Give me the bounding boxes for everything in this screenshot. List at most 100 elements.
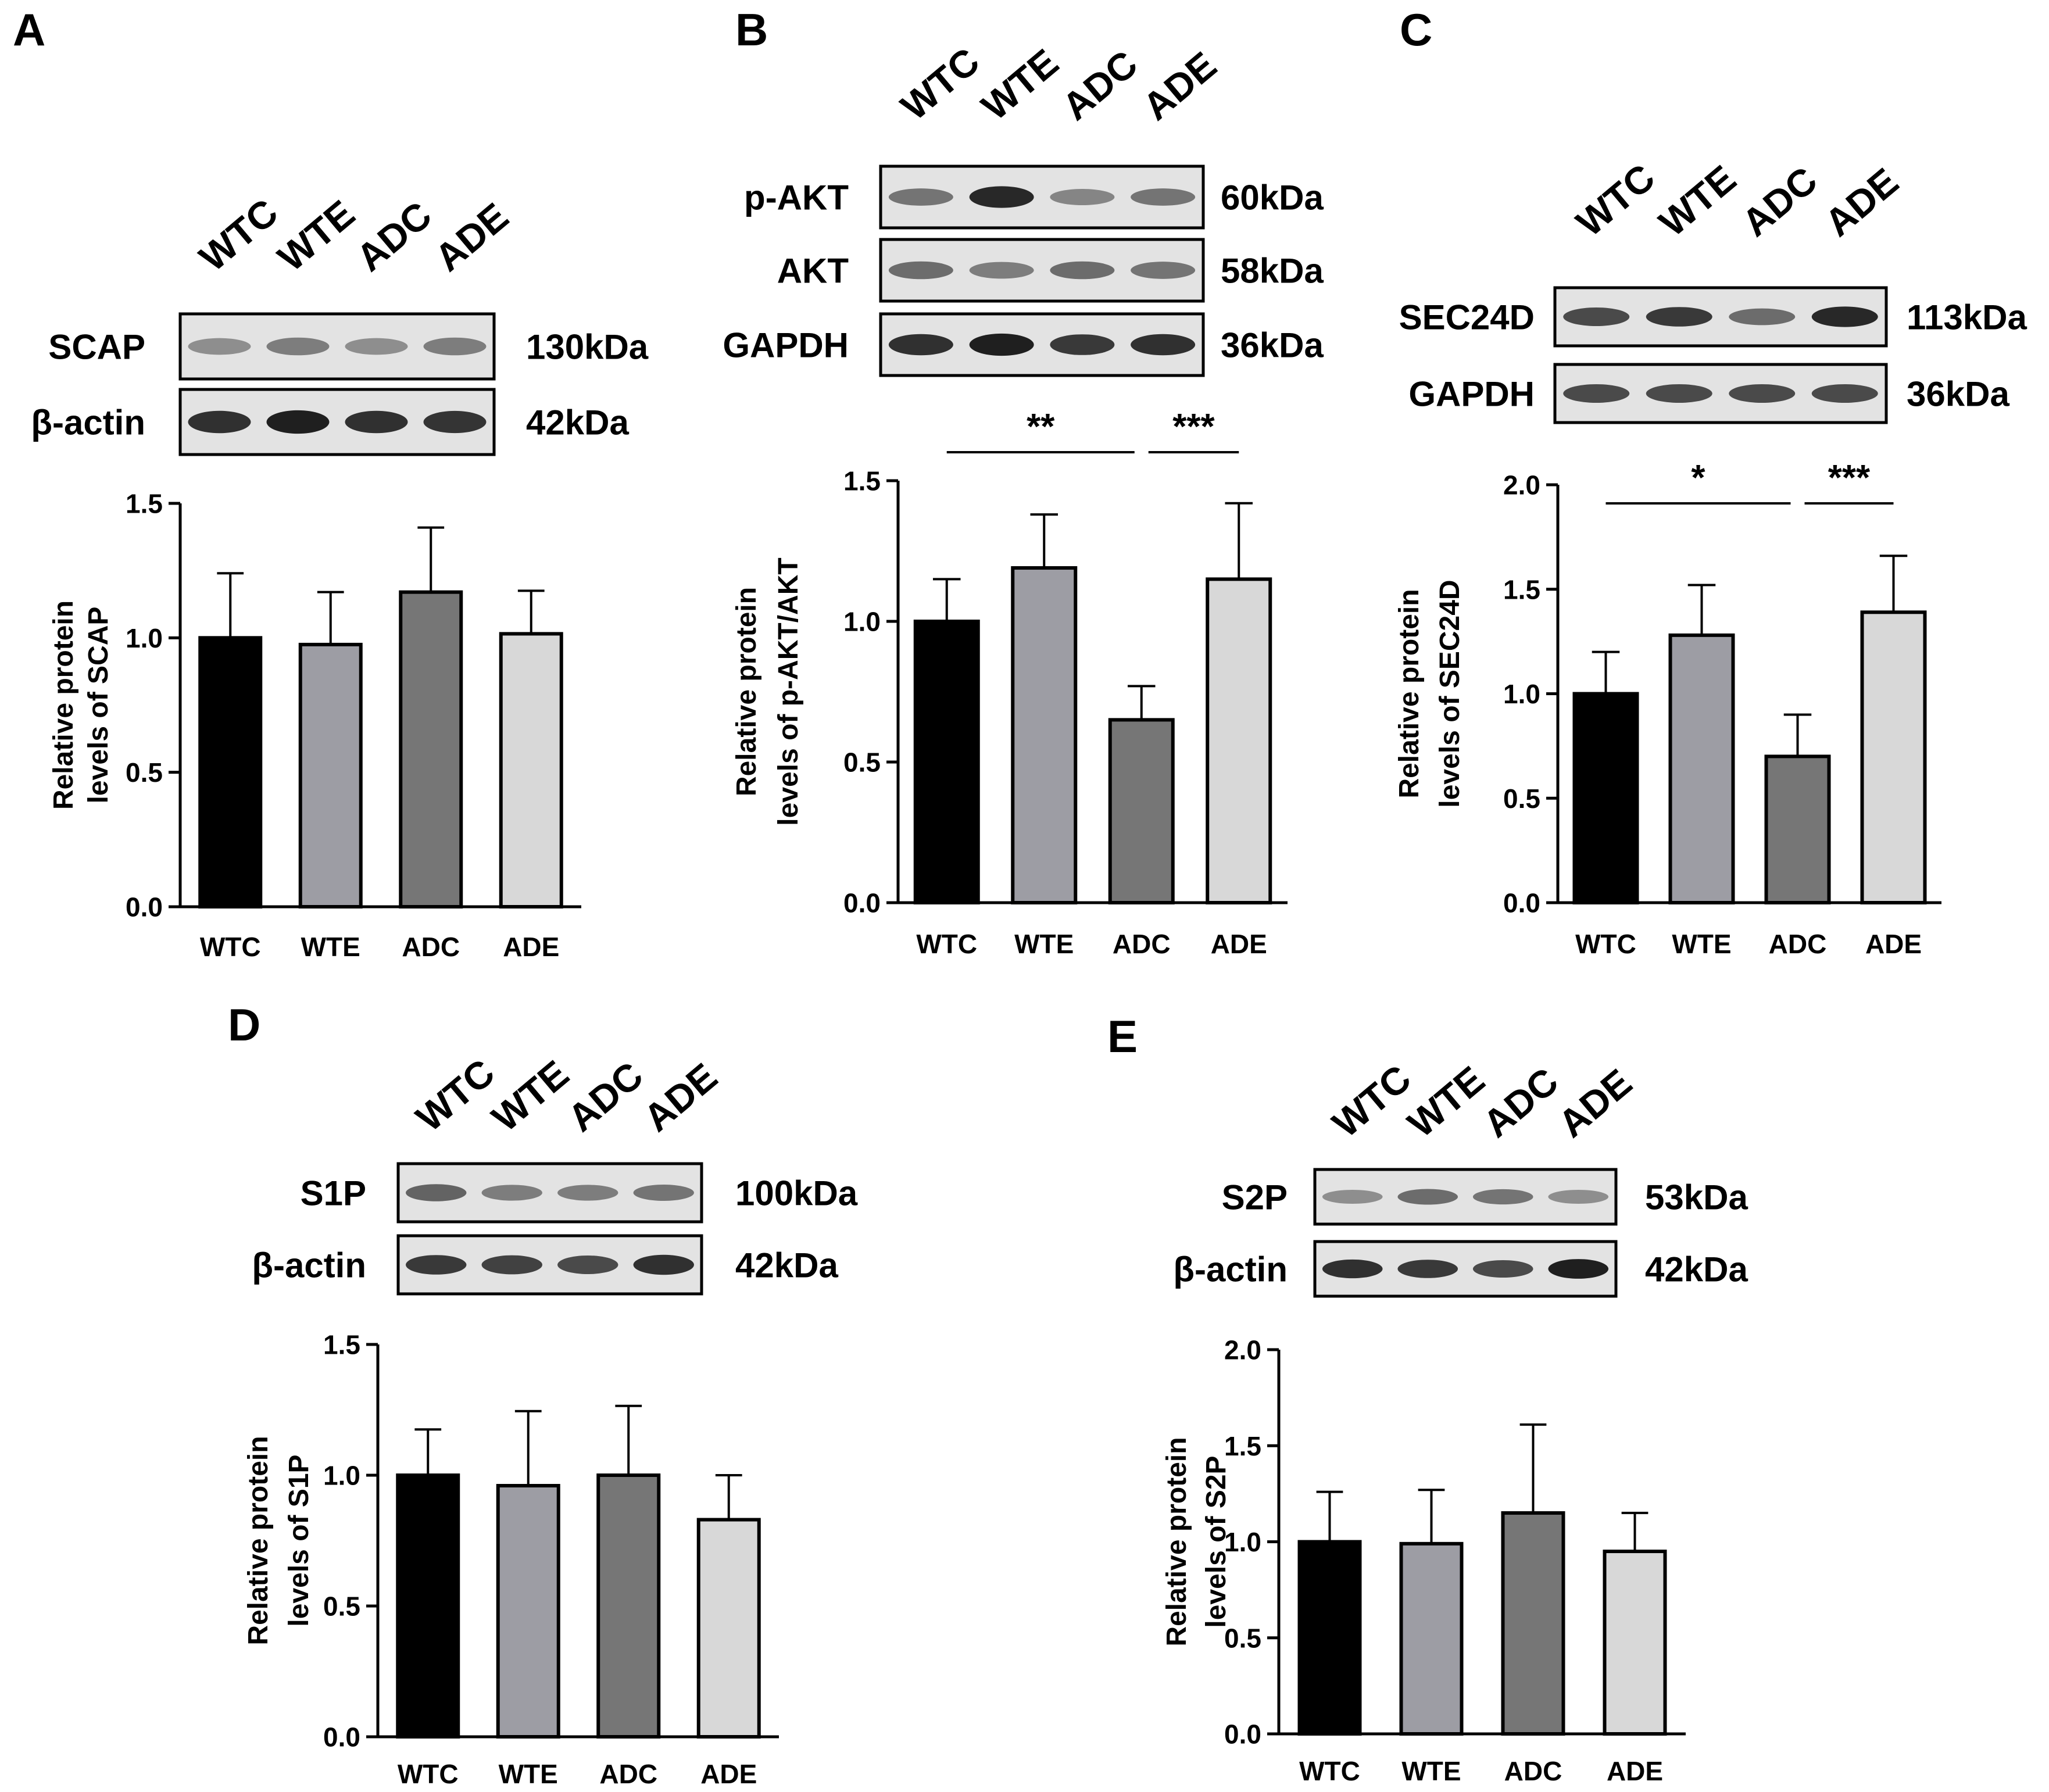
molecular-weight-label: 58kDa bbox=[1221, 252, 1324, 291]
panel-letter-e: E bbox=[1107, 1011, 1138, 1062]
bar-chart-a: 0.0 0.5 1.0 1.5 WTC WTE ADC ADE Relative protein… bbox=[48, 489, 581, 962]
bar-wtc bbox=[1572, 692, 1639, 904]
blot-row--actin: β-actin 42kDa bbox=[1173, 1240, 1748, 1298]
lane-header-wte: WTE bbox=[1400, 1058, 1493, 1146]
blot-band bbox=[1563, 384, 1630, 403]
x-tick-label: WTE bbox=[301, 932, 360, 962]
blot-band bbox=[406, 1255, 467, 1275]
protein-label: S2P bbox=[1222, 1178, 1288, 1217]
molecular-weight-label: 36kDa bbox=[1907, 375, 2009, 414]
blot-row-scap: SCAP 130kDa bbox=[48, 312, 649, 381]
protein-label: SCAP bbox=[48, 328, 145, 367]
blot-band bbox=[888, 188, 953, 206]
bar-adc bbox=[1501, 1511, 1565, 1736]
y-axis-title: Relative protein bbox=[48, 600, 79, 810]
y-tick-label: 0.0 bbox=[323, 1722, 360, 1752]
x-tick-label: ADC bbox=[1113, 929, 1171, 959]
molecular-weight-label: 42kDa bbox=[526, 403, 629, 442]
y-axis-title: Relative protein bbox=[243, 1436, 274, 1645]
blot-band bbox=[1131, 188, 1196, 206]
protein-label: GAPDH bbox=[723, 326, 849, 365]
lane-header-wte: WTE bbox=[974, 41, 1067, 128]
blot-band bbox=[1811, 384, 1878, 403]
blot-row-gapdh: GAPDH 36kDa bbox=[1408, 363, 2009, 424]
protein-label: β-actin bbox=[1173, 1250, 1288, 1289]
blot-band bbox=[1729, 308, 1796, 326]
blot-band bbox=[1322, 1189, 1383, 1204]
blot-band bbox=[481, 1255, 542, 1275]
significance-label: *** bbox=[1828, 458, 1871, 498]
y-tick-label: 1.0 bbox=[1224, 1527, 1261, 1557]
blot-row-s2p: S2P 53kDa bbox=[1222, 1168, 1748, 1226]
bar-wte bbox=[1011, 566, 1078, 904]
x-tick-label: ADE bbox=[1865, 929, 1922, 959]
blot-band bbox=[969, 333, 1034, 356]
blot-band bbox=[345, 338, 408, 355]
molecular-weight-label: 36kDa bbox=[1221, 326, 1324, 365]
protein-label: GAPDH bbox=[1408, 375, 1535, 414]
bar-ade bbox=[499, 632, 563, 908]
blot-band bbox=[1811, 306, 1878, 327]
x-tick-label: WTC bbox=[200, 932, 261, 962]
panel-letter-a: A bbox=[13, 4, 45, 55]
lane-header-adc: ADC bbox=[1734, 158, 1825, 245]
molecular-weight-label: 100kDa bbox=[735, 1174, 858, 1213]
blot-band bbox=[633, 1254, 694, 1275]
x-tick-label: WTE bbox=[1672, 929, 1731, 959]
blot-band bbox=[481, 1185, 542, 1201]
lane-header-wtc: WTC bbox=[893, 39, 988, 128]
blot-band bbox=[1050, 261, 1115, 280]
x-tick-label: ADC bbox=[402, 932, 460, 962]
lane-header-wtc: WTC bbox=[1568, 155, 1663, 244]
y-tick-label: 1.0 bbox=[323, 1461, 360, 1491]
x-tick-label: WTC bbox=[1299, 1756, 1360, 1786]
bar-ade bbox=[1603, 1550, 1667, 1736]
x-tick-label: WTC bbox=[398, 1759, 459, 1789]
x-tick-label: WTE bbox=[1401, 1756, 1461, 1786]
y-axis-title: Relative protein bbox=[1161, 1437, 1192, 1646]
blot-band bbox=[1548, 1189, 1609, 1204]
bar-wte bbox=[1668, 633, 1735, 904]
x-tick-label: WTE bbox=[499, 1759, 558, 1789]
lane-header-wtc: WTC bbox=[408, 1050, 503, 1139]
blot-band bbox=[969, 186, 1034, 208]
protein-label: AKT bbox=[777, 252, 849, 291]
blot-row-akt: AKT 58kDa bbox=[777, 238, 1324, 303]
molecular-weight-label: 60kDa bbox=[1221, 178, 1324, 217]
blot-row--actin: β-actin 42kDa bbox=[252, 1234, 838, 1296]
panel-letter-b: B bbox=[735, 4, 768, 55]
blot-band bbox=[1131, 262, 1196, 279]
bar-wtc bbox=[1297, 1540, 1362, 1736]
lane-header-ade: ADE bbox=[1816, 159, 1906, 244]
bar-adc bbox=[1764, 754, 1831, 904]
protein-label: β-actin bbox=[31, 403, 145, 442]
significance-label: * bbox=[1691, 458, 1705, 498]
molecular-weight-label: 53kDa bbox=[1645, 1178, 1748, 1217]
protein-label: SEC24D bbox=[1399, 298, 1535, 337]
molecular-weight-label: 42kDa bbox=[1645, 1250, 1748, 1289]
blot-band bbox=[1563, 307, 1630, 326]
blot-band bbox=[1397, 1189, 1458, 1205]
lane-header-ade: ADE bbox=[427, 194, 516, 279]
y-tick-label: 1.5 bbox=[1224, 1431, 1261, 1461]
blot-band bbox=[188, 410, 251, 434]
blot-band bbox=[1050, 189, 1115, 205]
y-axis-title: levels of S1P bbox=[284, 1454, 314, 1626]
molecular-weight-label: 130kDa bbox=[526, 328, 649, 367]
lane-header-wte: WTE bbox=[484, 1052, 577, 1140]
protein-label: S1P bbox=[301, 1174, 366, 1213]
bar-adc bbox=[596, 1473, 661, 1739]
blot-band bbox=[1729, 384, 1796, 403]
blot-band bbox=[423, 410, 487, 434]
blot-band bbox=[1472, 1260, 1533, 1278]
y-tick-label: 0.0 bbox=[126, 892, 163, 922]
bar-adc bbox=[1108, 718, 1175, 905]
y-axis-title: levels of SEC24D bbox=[1435, 580, 1465, 807]
y-axis-title: levels of SCAP bbox=[83, 607, 114, 804]
lane-header-ade: ADE bbox=[1550, 1060, 1640, 1145]
blot-row--actin: β-actin 42kDa bbox=[31, 388, 629, 456]
y-tick-label: 0.0 bbox=[1224, 1719, 1261, 1750]
blot-band bbox=[557, 1256, 618, 1274]
